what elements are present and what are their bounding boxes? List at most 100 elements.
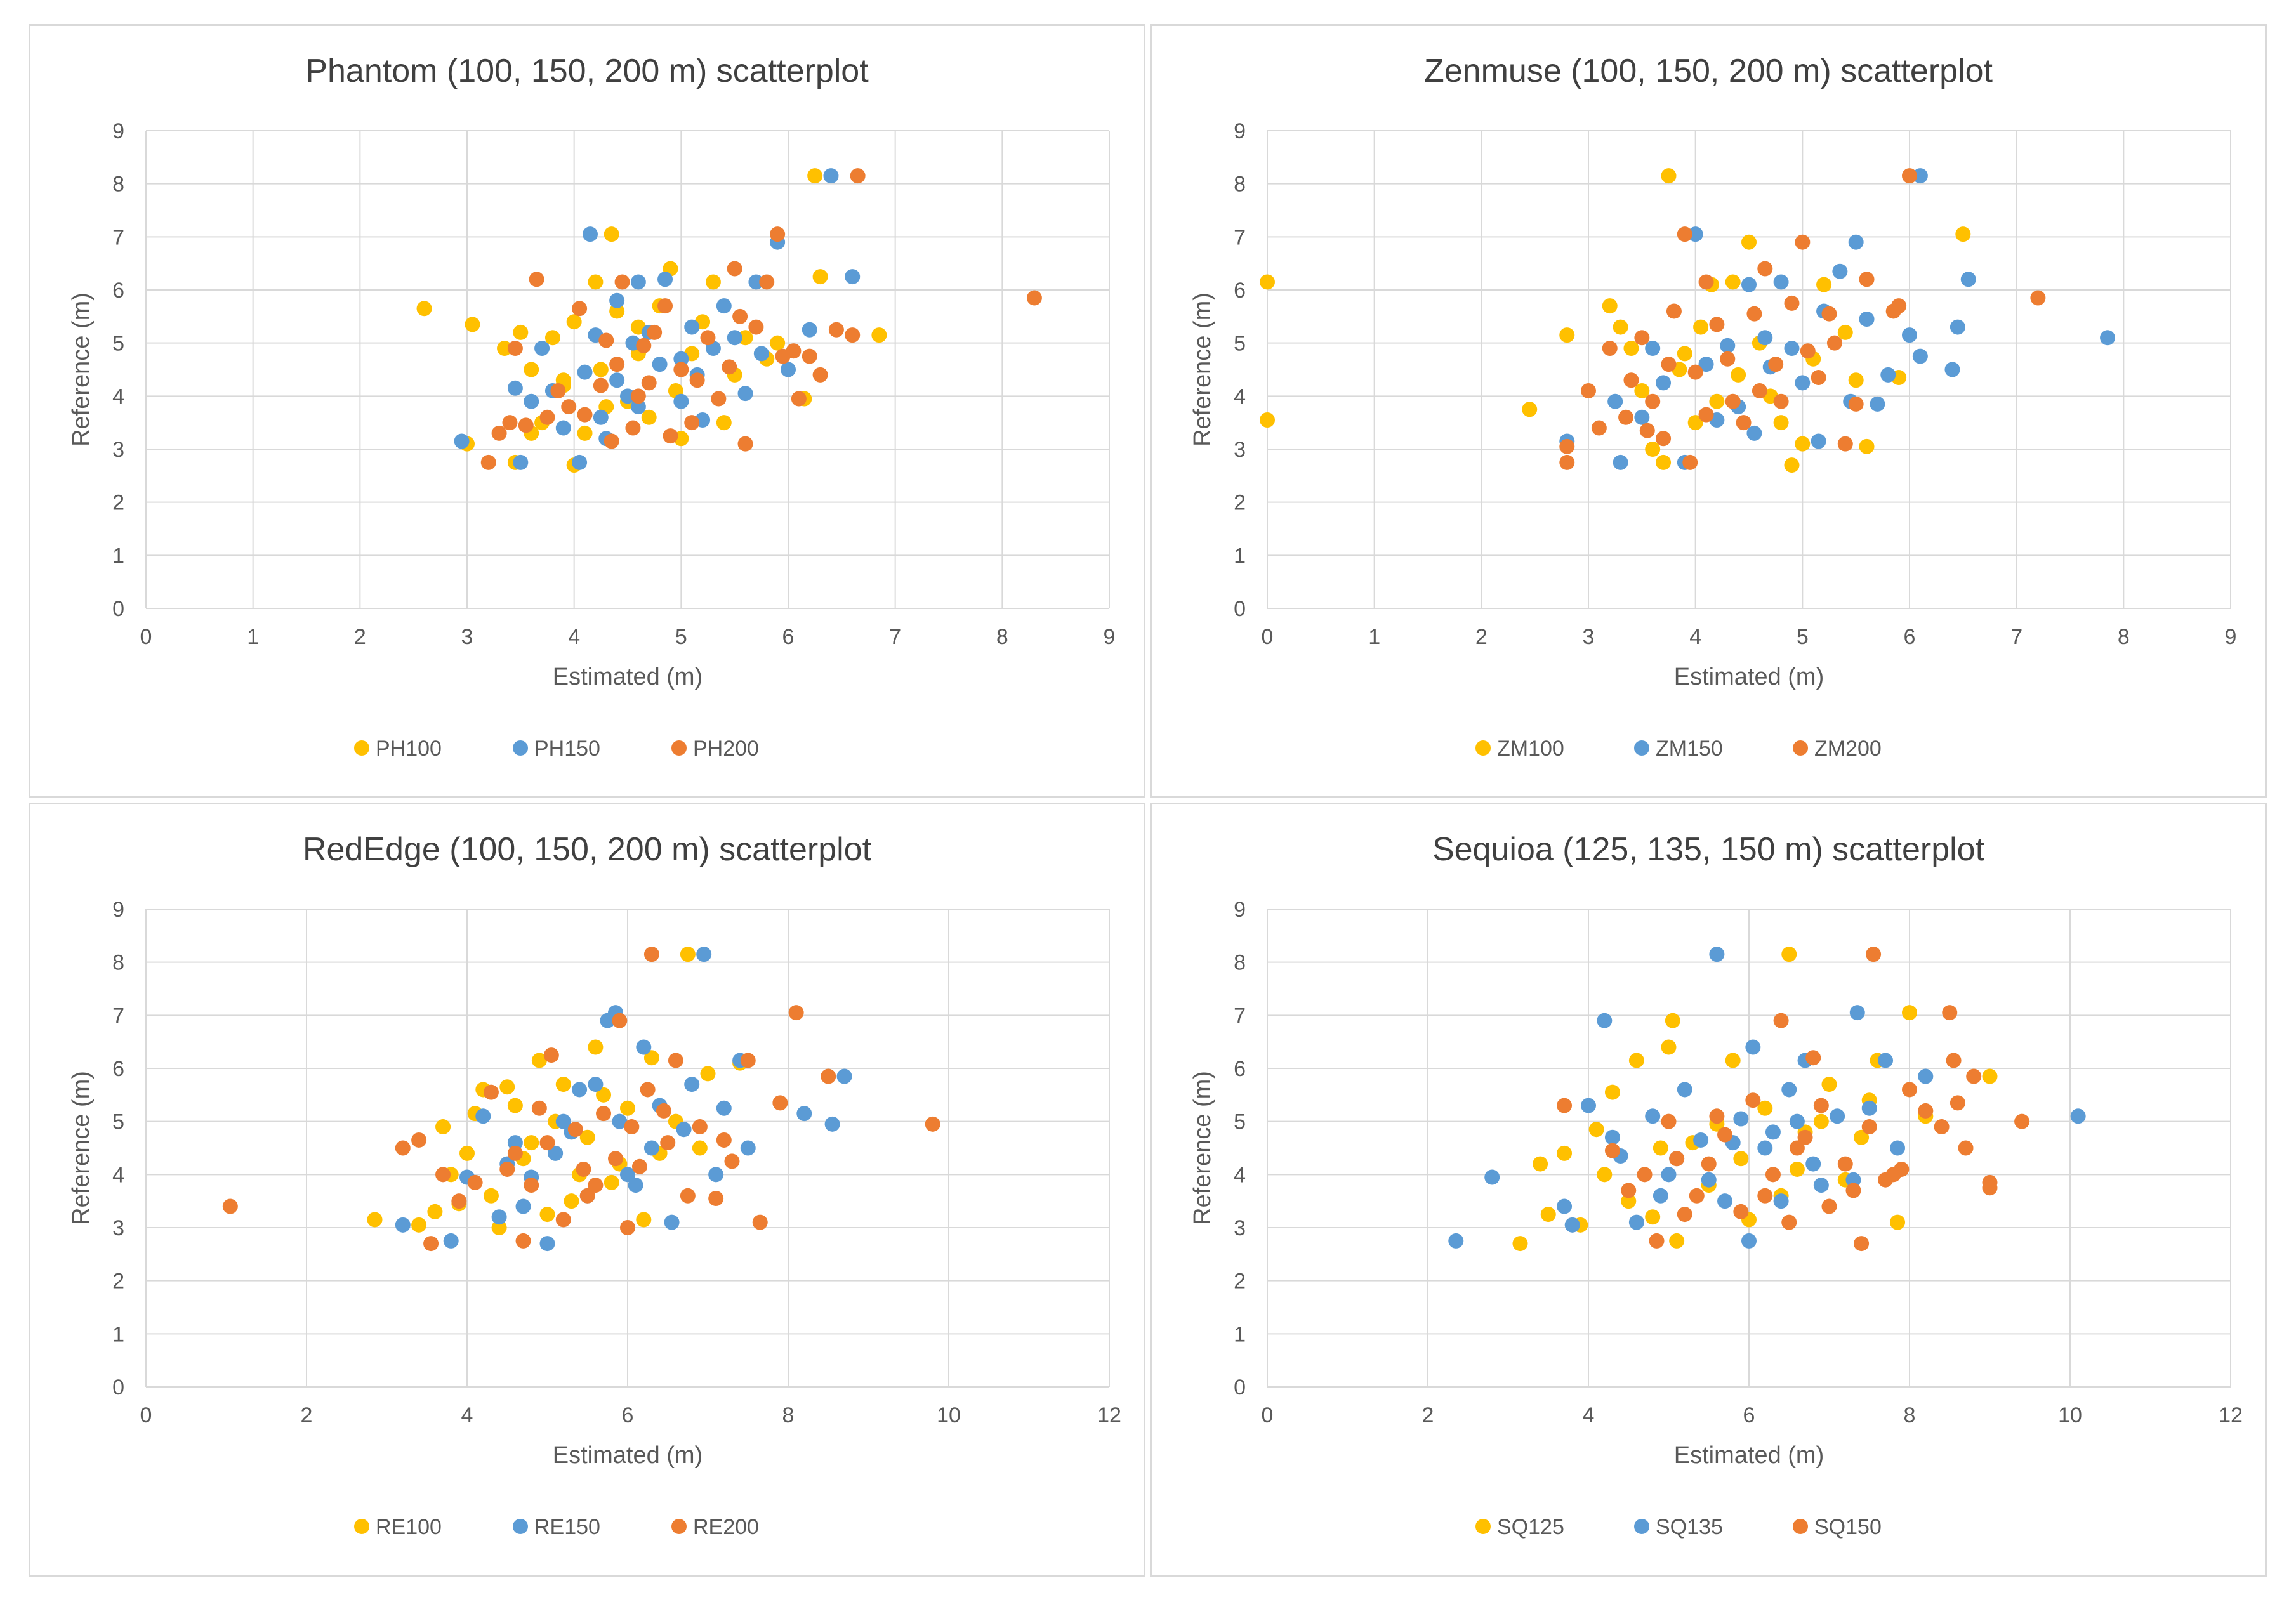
y-tick-label: 9	[1234, 119, 1246, 143]
data-point	[1602, 341, 1618, 357]
data-point	[483, 1084, 499, 1100]
data-point	[1773, 1193, 1789, 1209]
y-tick-label: 0	[1234, 1375, 1246, 1400]
chart-panel-3: RedEdge (100, 150, 200 m) scatterplot 0 2 4…	[29, 803, 1145, 1577]
data-point	[507, 341, 523, 357]
data-point	[1795, 436, 1811, 452]
data-point	[628, 1178, 643, 1193]
x-tick-label: 3	[461, 625, 473, 649]
data-point	[624, 1119, 640, 1135]
data-point	[2100, 330, 2116, 346]
data-point	[1698, 357, 1714, 372]
data-point	[1805, 1156, 1821, 1172]
data-point	[1830, 1108, 1845, 1124]
y-tick-label: 7	[1234, 225, 1246, 249]
data-point	[620, 1220, 635, 1235]
data-point	[1859, 438, 1875, 454]
data-point	[1604, 1084, 1620, 1100]
data-point	[1613, 319, 1628, 335]
data-point	[604, 433, 619, 449]
data-point	[1837, 1156, 1853, 1172]
x-tick-label: 2	[354, 625, 366, 649]
data-point	[684, 319, 700, 335]
data-point	[1854, 1236, 1870, 1252]
data-point	[544, 330, 560, 346]
legend-item: RE200	[671, 1515, 759, 1539]
data-point	[475, 1108, 491, 1124]
data-point	[465, 317, 480, 332]
data-point	[796, 1106, 812, 1122]
data-point	[630, 399, 646, 415]
x-tick-label: 2	[301, 1403, 313, 1427]
data-point	[567, 1122, 583, 1138]
data-point	[507, 1135, 523, 1151]
data-point	[802, 322, 817, 338]
data-point	[620, 1100, 635, 1116]
data-point	[845, 327, 861, 343]
data-point	[1634, 409, 1650, 425]
legend-label: RE100	[376, 1515, 442, 1539]
data-point	[1260, 274, 1275, 290]
y-tick-label: 9	[112, 119, 124, 143]
data-point	[609, 303, 625, 319]
series-SQ135	[1448, 947, 2086, 1249]
data-point	[673, 362, 689, 377]
data-point	[1607, 393, 1623, 409]
data-point	[643, 947, 659, 962]
data-point	[1559, 327, 1575, 343]
y-tick-label: 5	[1234, 332, 1246, 356]
data-point	[427, 1204, 443, 1219]
legend-item: SQ135	[1634, 1515, 1723, 1539]
data-point	[1861, 1100, 1877, 1116]
y-tick-label: 3	[1234, 438, 1246, 462]
data-point	[1717, 1127, 1733, 1143]
data-point	[593, 377, 609, 393]
data-point	[772, 1095, 788, 1111]
legend-label: ZM200	[1814, 737, 1882, 761]
data-point	[588, 1077, 604, 1092]
data-point	[1902, 1005, 1917, 1021]
x-tick-label: 9	[2225, 625, 2237, 649]
data-point	[1645, 341, 1661, 357]
data-point	[732, 308, 748, 324]
y-tick-label: 0	[112, 1375, 124, 1400]
x-tick-label: 1	[247, 625, 259, 649]
data-point	[1849, 1005, 1865, 1021]
data-point	[1768, 357, 1784, 372]
data-point	[630, 274, 646, 290]
data-point	[1661, 357, 1677, 372]
data-point	[497, 341, 513, 357]
data-point	[788, 1005, 804, 1021]
data-point	[660, 1135, 676, 1151]
legend-label: RE150	[534, 1515, 600, 1539]
y-tick-label: 1	[112, 544, 124, 568]
data-point	[1669, 1151, 1685, 1167]
y-tick-label: 2	[112, 1270, 124, 1294]
data-point	[411, 1217, 427, 1233]
data-point	[1628, 1214, 1644, 1230]
data-point	[1720, 351, 1736, 367]
legend-item: ZM100	[1475, 737, 1564, 761]
data-point	[631, 1158, 647, 1174]
x-tick-label: 8	[782, 1403, 795, 1427]
legend-item: ZM150	[1634, 737, 1723, 761]
gridlines	[1267, 130, 2231, 609]
data-point	[727, 261, 742, 277]
legend-item: ZM200	[1793, 737, 1882, 761]
data-point	[1811, 433, 1826, 449]
data-point	[1653, 1140, 1668, 1156]
data-point	[1661, 168, 1677, 184]
data-point	[555, 1113, 571, 1129]
x-tick-label: 8	[1904, 1403, 1916, 1427]
y-tick-label: 0	[1234, 597, 1246, 621]
data-point	[656, 1103, 671, 1119]
data-point	[459, 1145, 475, 1161]
data-point	[716, 298, 732, 314]
data-point	[1604, 1129, 1620, 1145]
data-point	[1725, 1053, 1741, 1068]
data-point	[1522, 402, 1538, 417]
chart-svg: Sequioa (125, 135, 150 m) scatterplot 0 2 4…	[1189, 831, 2243, 1539]
data-point	[657, 272, 673, 287]
data-point	[1628, 1053, 1644, 1068]
